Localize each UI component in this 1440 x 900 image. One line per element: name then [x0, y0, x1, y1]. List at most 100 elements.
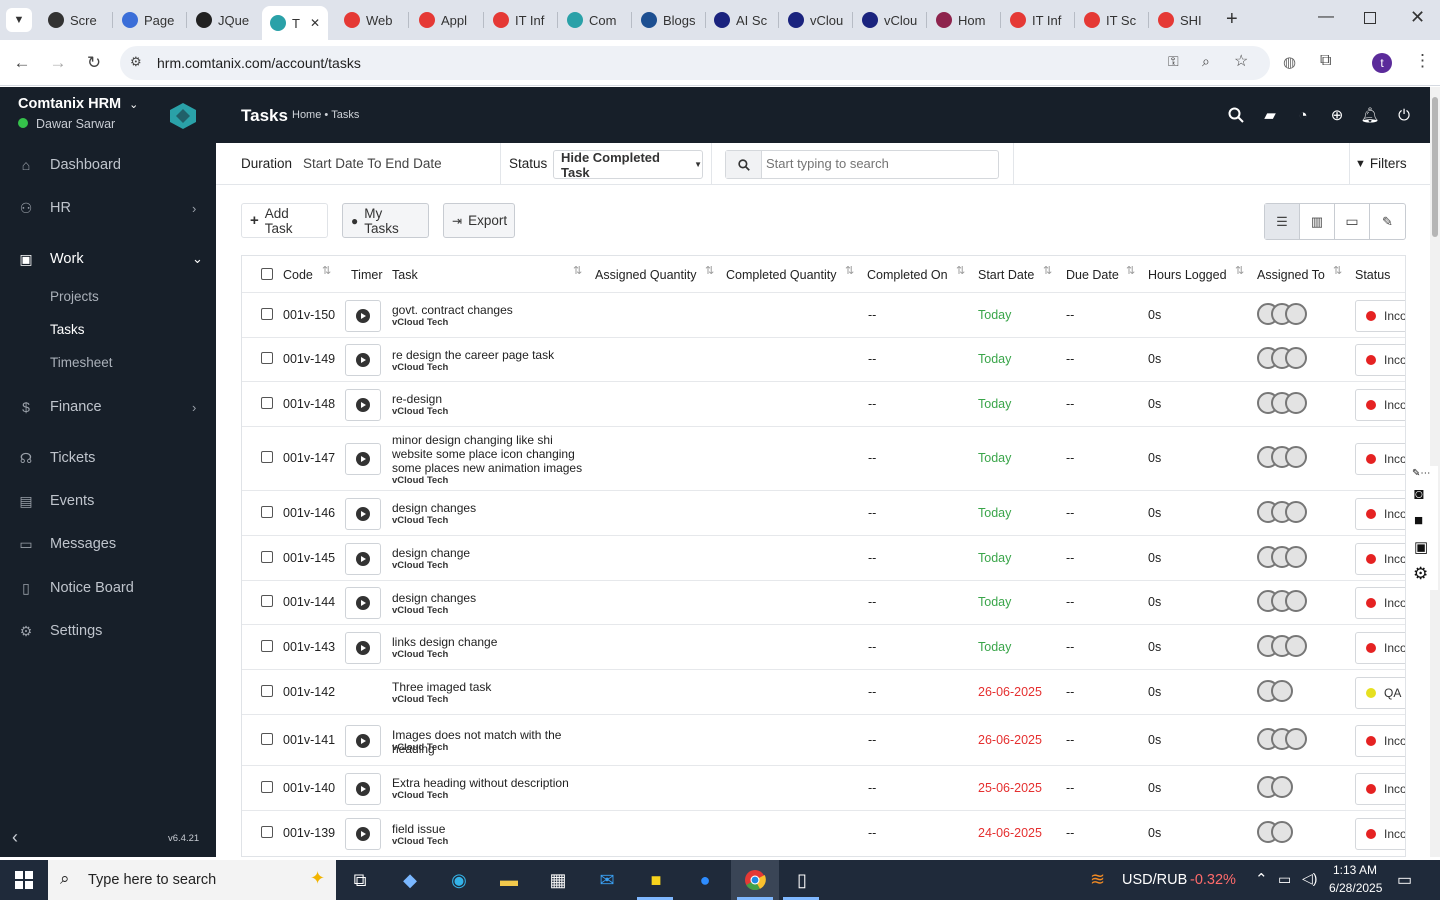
task-code[interactable]: 001v-150	[283, 307, 336, 322]
password-key-icon[interactable]: ⚿	[1168, 53, 1179, 69]
avatar[interactable]	[1285, 545, 1307, 568]
task-project[interactable]: vCloud Tech	[392, 474, 449, 486]
avatar[interactable]	[1285, 391, 1307, 414]
header-start-date[interactable]: Start Date	[978, 268, 1035, 282]
task-view-icon[interactable]: ⧉	[353, 869, 367, 890]
table-row[interactable]: 001v-144 design changes vCloud Tech -- Today…	[242, 580, 1405, 624]
start-timer-button[interactable]	[345, 818, 381, 850]
row-checkbox[interactable]	[261, 684, 273, 697]
export-button[interactable]: ⇥ Export	[443, 203, 515, 238]
sidebar-subitem-tasks[interactable]: Tasks	[50, 322, 85, 337]
task-name[interactable]: field issue	[392, 821, 446, 836]
sort-icon[interactable]: ⇅	[1043, 265, 1053, 277]
bookmark-star-icon[interactable]: ☆	[1234, 53, 1249, 70]
task-name[interactable]: Three imaged task	[392, 680, 492, 694]
avatar[interactable]	[1285, 590, 1307, 612]
status-select[interactable]: Inco	[1355, 818, 1405, 850]
task-code[interactable]: 001v-145	[283, 550, 336, 565]
sort-icon[interactable]: ⇅	[1333, 265, 1343, 277]
task-code[interactable]: 001v-143	[283, 639, 336, 654]
task-project[interactable]: vCloud Tech	[392, 515, 449, 526]
task-project[interactable]: vCloud Tech	[392, 742, 449, 753]
url-text[interactable]: hrm.comtanix.com/account/tasks	[157, 55, 361, 71]
status-select[interactable]: QA	[1355, 676, 1405, 709]
status-select[interactable]: Inco	[1355, 443, 1405, 475]
status-select[interactable]: Inco	[1355, 772, 1405, 805]
task-name[interactable]: re-design	[392, 392, 443, 406]
search-input[interactable]	[766, 156, 991, 171]
task-project[interactable]: vCloud Tech	[392, 317, 449, 328]
camera-icon[interactable]: ◙	[1414, 486, 1424, 503]
row-checkbox[interactable]	[261, 505, 273, 518]
chrome-icon[interactable]	[741, 866, 769, 894]
company-switcher[interactable]: Comtanix HRM ⌄	[18, 96, 138, 112]
my-tasks-button[interactable]: ● My Tasks	[342, 203, 429, 238]
header-task[interactable]: Task	[392, 268, 418, 282]
collapse-sidebar-button[interactable]: ‹	[12, 827, 18, 847]
header-code[interactable]: Code	[283, 268, 313, 282]
minimize-button[interactable]: —	[1318, 8, 1334, 25]
microsoft-store-icon[interactable]: ▦	[549, 869, 567, 890]
table-row[interactable]: 001v-140 Extra heading without descriptio…	[242, 765, 1405, 810]
copilot-icon[interactable]: ◆	[403, 869, 417, 890]
task-name[interactable]: design change	[392, 546, 471, 560]
window-icon[interactable]: ▣	[1414, 539, 1429, 556]
header-due-date[interactable]: Due Date	[1066, 268, 1119, 282]
search-icon[interactable]	[1227, 106, 1245, 124]
sidebar-item-events[interactable]: ▤ Events	[0, 481, 216, 521]
profile-avatar[interactable]: t	[1372, 53, 1392, 73]
notepad-icon[interactable]: ▯	[797, 869, 807, 890]
table-row[interactable]: 001v-145 design change vCloud Tech -- Today -…	[242, 535, 1405, 580]
task-project[interactable]: vCloud Tech	[392, 560, 449, 571]
task-name[interactable]: re design the career page task	[392, 347, 555, 362]
sort-icon[interactable]: ⇅	[1235, 265, 1245, 277]
table-row[interactable]: 001v-146 design changes vCloud Tech -- Today…	[242, 490, 1405, 535]
browser-tab[interactable]: IT Sc	[1076, 4, 1146, 36]
add-task-button[interactable]: + Add Task	[241, 203, 328, 238]
row-checkbox[interactable]	[261, 780, 273, 793]
browser-tab[interactable]: Com	[559, 4, 629, 36]
power-icon[interactable]: ⏻	[1398, 106, 1410, 124]
table-row[interactable]: 001v-147 minor design changing like shi w…	[242, 426, 1405, 490]
start-timer-button[interactable]	[345, 443, 381, 475]
task-code[interactable]: 001v-149	[283, 352, 336, 366]
plus-circle-icon[interactable]: ⊕	[1330, 107, 1344, 124]
restore-button[interactable]	[1364, 12, 1376, 24]
sticky-note-icon[interactable]: ▰	[1264, 107, 1276, 124]
table-row[interactable]: 001v-143 links design change vCloud Tech --…	[242, 624, 1405, 669]
file-explorer-icon[interactable]: ▬	[500, 869, 518, 890]
sidebar-item-work[interactable]: ▣ Work ⌄	[0, 239, 216, 279]
sort-icon[interactable]: ⇅	[573, 265, 583, 277]
video-icon[interactable]: ■	[1414, 512, 1424, 529]
status-select[interactable]: Inco	[1355, 344, 1405, 376]
zoom-app-icon[interactable]: ●	[699, 869, 711, 890]
task-name[interactable]: govt. contract changes	[392, 303, 513, 317]
browser-tab[interactable]: Blogs	[633, 4, 703, 36]
omnibox[interactable]: ⚙ hrm.comtanix.com/account/tasks ⚿ ⌕ ☆	[120, 46, 1270, 80]
new-tab-button[interactable]: +	[1226, 8, 1238, 30]
select-all-checkbox[interactable]	[261, 268, 273, 280]
status-select[interactable]: Inco	[1355, 631, 1405, 664]
sidebar-item-tickets[interactable]: ☊ Tickets	[0, 438, 216, 478]
browser-tab[interactable]: Hom	[928, 4, 998, 36]
row-checkbox[interactable]	[261, 826, 273, 838]
task-project[interactable]: vCloud Tech	[392, 694, 449, 705]
avatar[interactable]	[1285, 302, 1307, 325]
row-checkbox[interactable]	[261, 352, 273, 364]
status-select[interactable]: Inco	[1355, 587, 1405, 619]
volume-icon[interactable]: ◁)	[1302, 870, 1318, 886]
start-timer-button[interactable]	[345, 299, 381, 332]
table-row[interactable]: 001v-139 field issue vCloud Tech -- 24-06-20…	[242, 810, 1405, 856]
app-logo[interactable]	[169, 102, 197, 130]
task-name[interactable]: design changes	[392, 501, 477, 515]
task-project[interactable]: vCloud Tech	[392, 361, 449, 373]
sidebar-item-finance[interactable]: $ Finance ›	[0, 387, 216, 427]
task-code[interactable]: 001v-140	[283, 780, 336, 795]
list-view-button[interactable]: ☰	[1265, 204, 1300, 239]
ticker-label[interactable]: USD/RUB	[1122, 872, 1188, 888]
tab-search-button[interactable]: ▼	[6, 8, 32, 32]
chevron-up-icon[interactable]: ⌃	[1255, 871, 1268, 888]
browser-tab[interactable]: Web	[336, 4, 406, 36]
status-select[interactable]: Inco	[1355, 299, 1405, 332]
row-checkbox[interactable]	[261, 732, 273, 745]
